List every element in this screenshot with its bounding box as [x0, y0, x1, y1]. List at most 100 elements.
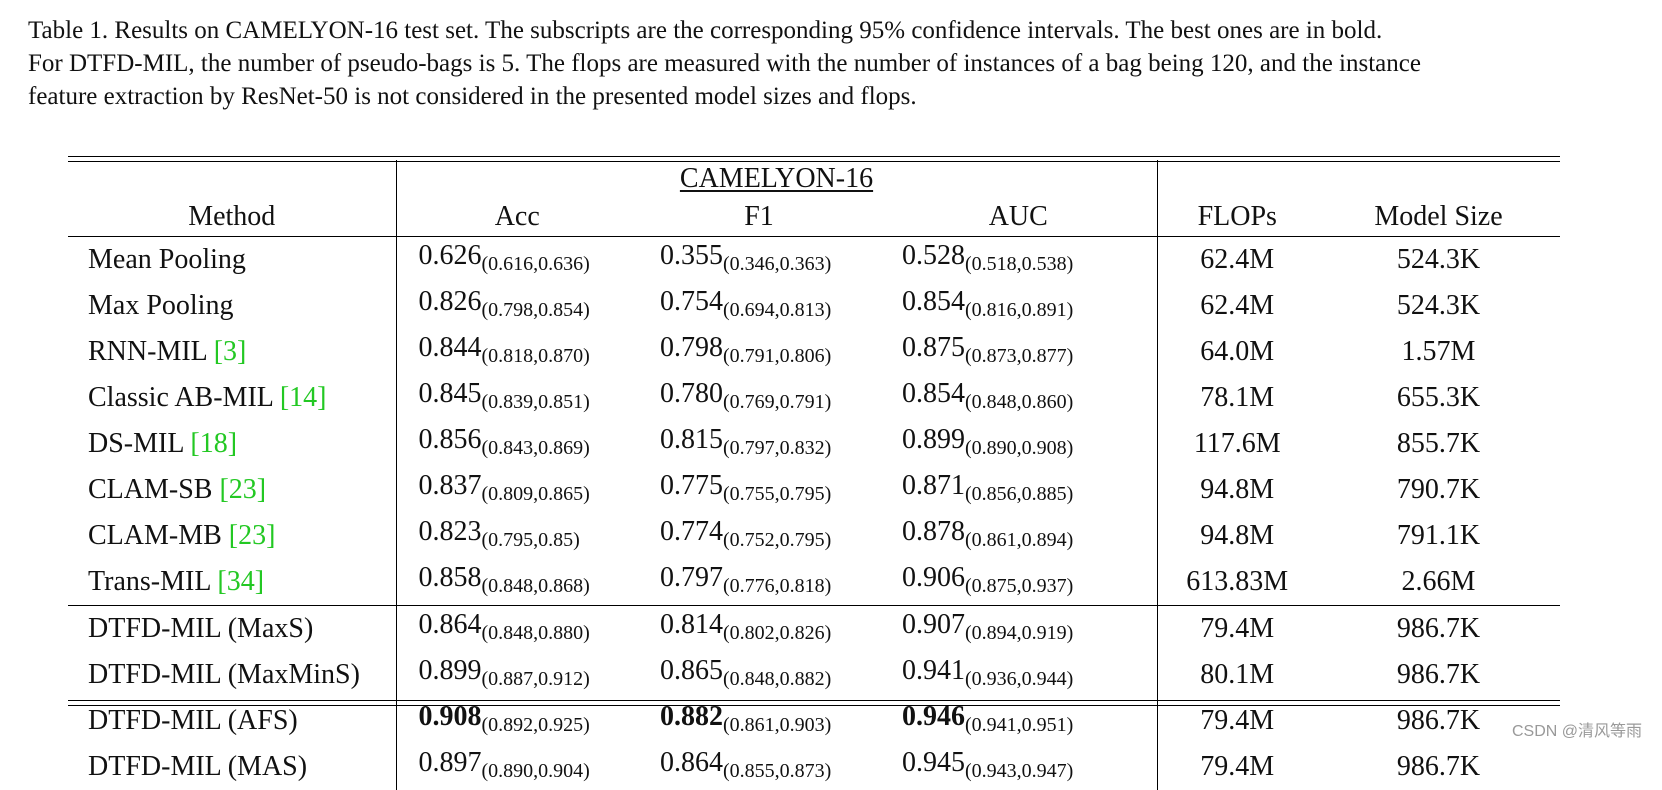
auc-value: 0.854	[902, 286, 965, 317]
auc-ci: (0.936,0.944)	[965, 668, 1073, 690]
method-name: Mean Pooling	[88, 244, 246, 275]
model-size-value: 986.7K	[1397, 659, 1480, 690]
acc-value: 0.864	[419, 609, 482, 640]
f1-ci: (0.861,0.903)	[723, 714, 831, 736]
acc-cell: 0.845(0.839,0.851)	[396, 375, 638, 421]
method-name: Classic AB-MIL	[88, 382, 280, 413]
model-size-cell: 855.7K	[1317, 421, 1560, 467]
f1-cell: 0.355(0.346,0.363)	[638, 237, 880, 284]
f1-cell: 0.774(0.752,0.795)	[638, 513, 880, 559]
model-size-value: 1.57M	[1402, 336, 1476, 367]
auc-value: 0.871	[902, 470, 965, 501]
acc-ci: (0.798,0.854)	[482, 299, 590, 321]
citation-link[interactable]: [14]	[280, 382, 327, 413]
f1-cell: 0.775(0.755,0.795)	[638, 467, 880, 513]
f1-cell: 0.797(0.776,0.818)	[638, 559, 880, 606]
citation-link[interactable]: [23]	[229, 520, 276, 551]
group-header: CAMELYON-16	[396, 160, 1157, 198]
group-header-row: CAMELYON-16	[68, 160, 1560, 198]
table-row: CLAM-MB [23]0.823(0.795,0.85)0.774(0.752…	[68, 513, 1560, 559]
model-size-cell: 791.1K	[1317, 513, 1560, 559]
f1-value: 0.865	[660, 655, 723, 686]
acc-ci: (0.890,0.904)	[482, 760, 590, 782]
method-cell: DTFD-MIL (MaxS)	[68, 606, 396, 653]
f1-value: 0.775	[660, 470, 723, 501]
flops-value: 62.4M	[1200, 290, 1274, 321]
flops-cell: 64.0M	[1157, 329, 1317, 375]
acc-value: 0.897	[419, 747, 482, 778]
auc-value: 0.878	[902, 516, 965, 547]
acc-cell: 0.858(0.848,0.868)	[396, 559, 638, 606]
flops-value: 62.4M	[1200, 244, 1274, 275]
model-size-cell: 2.66M	[1317, 559, 1560, 606]
acc-cell: 0.837(0.809,0.865)	[396, 467, 638, 513]
acc-cell: 0.899(0.887,0.912)	[396, 652, 638, 698]
auc-ci: (0.861,0.894)	[965, 529, 1073, 551]
citation-link[interactable]: [34]	[217, 566, 264, 597]
flops-value: 79.4M	[1200, 751, 1274, 782]
table-row: DTFD-MIL (MAS)0.897(0.890,0.904)0.864(0.…	[68, 744, 1560, 790]
auc-ci: (0.873,0.877)	[965, 345, 1073, 367]
table-row: DTFD-MIL (MaxMinS)0.899(0.887,0.912)0.86…	[68, 652, 1560, 698]
model-size-cell: 524.3K	[1317, 283, 1560, 329]
f1-ci: (0.346,0.363)	[723, 253, 831, 275]
auc-cell: 0.907(0.894,0.919)	[880, 606, 1157, 653]
method-name: DTFD-MIL (MAS)	[88, 751, 307, 782]
auc-value: 0.875	[902, 332, 965, 363]
table-row: Mean Pooling 0.626(0.616,0.636) 0.355(0.34…	[68, 237, 1560, 284]
flops-value: 64.0M	[1200, 336, 1274, 367]
acc-cell: 0.844(0.818,0.870)	[396, 329, 638, 375]
f1-cell: 0.798(0.791,0.806)	[638, 329, 880, 375]
top-rule	[68, 156, 1560, 157]
method-cell: Classic AB-MIL [14]	[68, 375, 396, 421]
model-size-cell: 986.7K	[1317, 744, 1560, 790]
acc-value: 0.844	[419, 332, 482, 363]
method-name: DTFD-MIL (AFS)	[88, 705, 298, 736]
table-caption: Table 1. Results on CAMELYON-16 test set…	[28, 14, 1638, 113]
watermark: CSDN @清风等雨	[1512, 717, 1642, 741]
flops-cell: 613.83M	[1157, 559, 1317, 606]
model-size-value: 2.66M	[1402, 566, 1476, 597]
auc-value: 0.907	[902, 609, 965, 640]
model-size-value: 855.7K	[1397, 428, 1480, 459]
header-f1: F1	[638, 198, 880, 237]
acc-ci: (0.809,0.865)	[482, 483, 590, 505]
bottom-rule	[68, 700, 1560, 701]
caption-line: Table 1. Results on CAMELYON-16 test set…	[28, 14, 1638, 47]
auc-cell: 0.875(0.873,0.877)	[880, 329, 1157, 375]
results-table: CAMELYON-16 Method Acc F1 AUC FLOPs Mode…	[68, 160, 1560, 790]
auc-value: 0.528	[902, 240, 965, 271]
table-row: Classic AB-MIL [14]0.845(0.839,0.851)0.7…	[68, 375, 1560, 421]
acc-ci: (0.843,0.869)	[482, 437, 590, 459]
citation-link[interactable]: [23]	[219, 474, 266, 505]
acc-value: 0.823	[419, 516, 482, 547]
f1-value: 0.774	[660, 516, 723, 547]
citation-link[interactable]: [3]	[214, 336, 247, 367]
auc-ci: (0.875,0.937)	[965, 575, 1073, 597]
acc-value: 0.826	[419, 286, 482, 317]
model-size-value: 524.3K	[1397, 244, 1480, 275]
auc-ci: (0.518,0.538)	[965, 253, 1073, 275]
method-name: CLAM-SB	[88, 474, 219, 505]
method-cell: Mean Pooling	[68, 237, 396, 284]
model-size-value: 524.3K	[1397, 290, 1480, 321]
flops-cell: 62.4M	[1157, 237, 1317, 284]
method-cell: Trans-MIL [34]	[68, 559, 396, 606]
auc-value: 0.945	[902, 747, 965, 778]
citation-link[interactable]: [18]	[190, 428, 237, 459]
method-cell: CLAM-MB [23]	[68, 513, 396, 559]
acc-ci: (0.616,0.636)	[482, 253, 590, 275]
f1-value: 0.815	[660, 424, 723, 455]
flops-value: 94.8M	[1200, 520, 1274, 551]
f1-cell: 0.754(0.694,0.813)	[638, 283, 880, 329]
flops-value: 78.1M	[1200, 382, 1274, 413]
auc-ci: (0.848,0.860)	[965, 391, 1073, 413]
flops-cell: 80.1M	[1157, 652, 1317, 698]
auc-ci: (0.894,0.919)	[965, 622, 1073, 644]
acc-value: 0.626	[419, 240, 482, 271]
flops-cell: 78.1M	[1157, 375, 1317, 421]
auc-ci: (0.816,0.891)	[965, 299, 1073, 321]
acc-value: 0.899	[419, 655, 482, 686]
flops-value: 79.4M	[1200, 705, 1274, 736]
method-cell: CLAM-SB [23]	[68, 467, 396, 513]
